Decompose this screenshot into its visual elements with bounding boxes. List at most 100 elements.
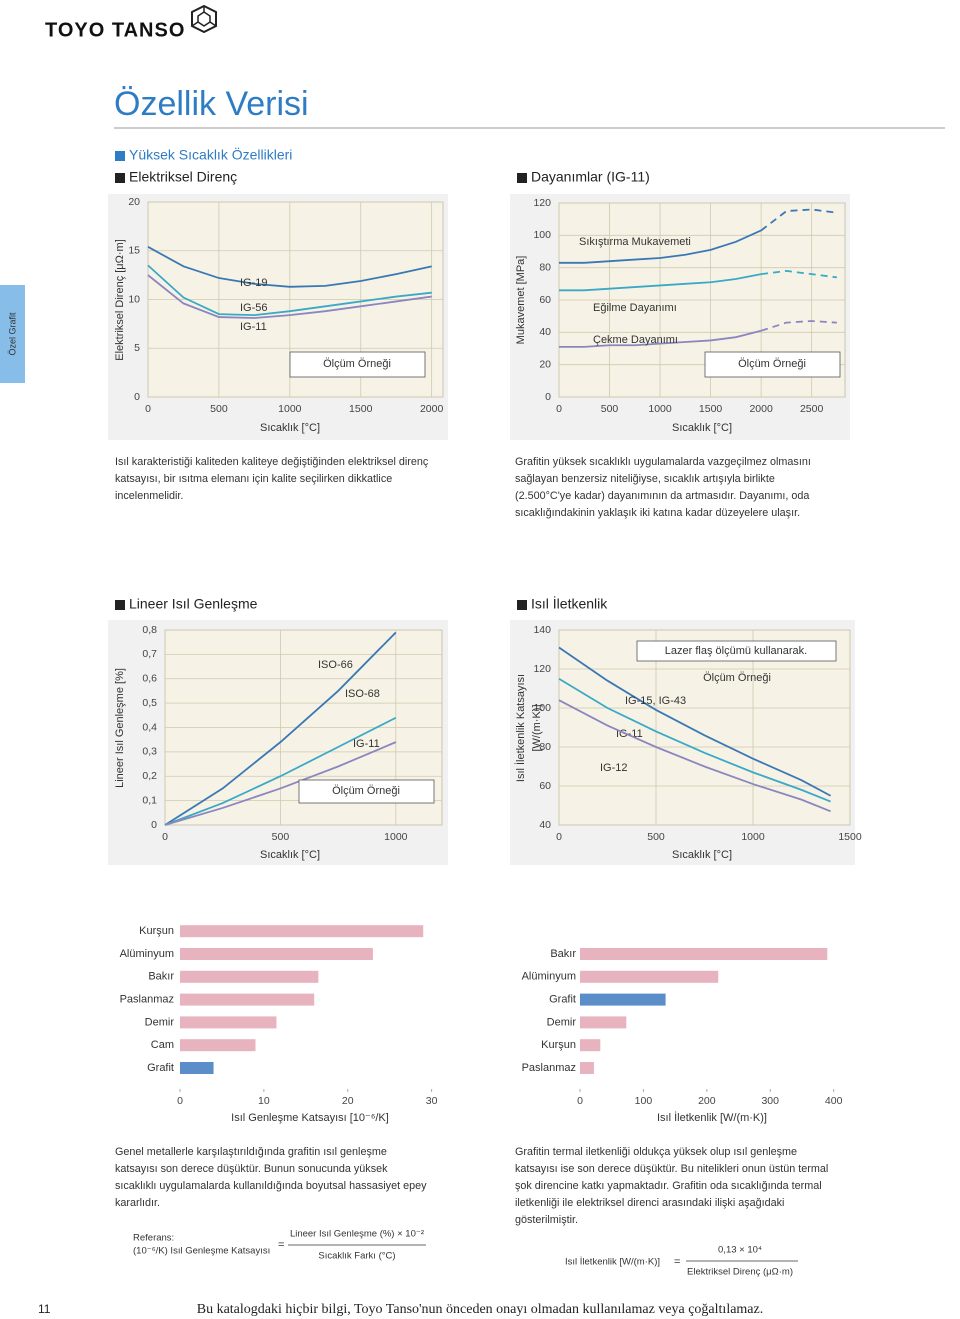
paragraph-line: sağlayan benzersiz niteliğiyse, sıcaklık…	[515, 473, 775, 485]
y-tick-label: 0,2	[142, 770, 157, 782]
title-marker	[517, 173, 527, 183]
bar	[580, 1039, 601, 1052]
y-tick-label: 80	[539, 741, 551, 753]
series-label: IG-56	[240, 302, 268, 314]
series-line	[559, 329, 762, 348]
x-tick-label: 1500	[838, 831, 862, 843]
series-line	[760, 208, 838, 232]
category-label: Bakır	[550, 948, 576, 960]
paragraph-line: (2.500°C'ye kadar) dayanımının da artmas…	[515, 490, 809, 502]
series-line	[558, 646, 832, 797]
bar	[180, 1039, 256, 1052]
x-tick-label: 0	[145, 403, 151, 415]
series-label: ISO-66	[318, 659, 353, 671]
formula-equals: =	[674, 1256, 680, 1268]
series-line	[147, 264, 432, 317]
y-tick-label: 0,8	[142, 624, 157, 636]
y-tick-label: 0	[134, 391, 140, 403]
y-tick-label: 0,1	[142, 794, 157, 806]
x-tick-label: 2500	[800, 403, 824, 415]
footer-notice: Bu katalogdaki hiçbir bilgi, Toyo Tanso'…	[197, 1302, 764, 1317]
category-label: Demir	[547, 1016, 577, 1028]
series-line	[761, 269, 838, 279]
x-axis-label: Isıl İletkenlik [W/(m·K)]	[657, 1111, 767, 1124]
y-tick-label: 20	[128, 196, 140, 208]
category-label: Grafit	[549, 994, 576, 1006]
category-label: Cam	[151, 1039, 174, 1051]
y-tick-label: 60	[539, 294, 551, 306]
y-tick-label: 40	[539, 819, 551, 831]
y-axis-label: Elektriksel Direnç [μΩ·m]	[114, 239, 126, 361]
section-marker	[115, 151, 125, 161]
y-tick-label: 20	[539, 358, 551, 370]
category-label: Bakır	[148, 971, 174, 983]
formula-denominator: Sıcaklık Farkı (°C)	[318, 1251, 395, 1262]
paragraph-line: iletkenliği ile elektriksel direnci aras…	[515, 1197, 784, 1209]
y-tick-label: 5	[134, 342, 140, 354]
chart-title: Elektriksel Direnç	[129, 169, 237, 185]
page-title: Özellik Verisi	[114, 85, 309, 123]
x-axis-label: Sıcaklık [°C]	[260, 422, 320, 434]
x-axis-label: Isıl Genleşme Katsayısı [10⁻⁶/K]	[231, 1112, 389, 1124]
y-tick-label: 0	[151, 819, 157, 831]
formula-label: Isıl İletkenlik [W/(m·K)]	[565, 1257, 660, 1268]
category-label: Alüminyum	[120, 948, 174, 960]
category-label: Kurşun	[139, 925, 174, 937]
series-label: IG-15, IG-43	[625, 695, 686, 707]
x-tick-label: 0	[556, 403, 562, 415]
section-title: Yüksek Sıcaklık Özellikleri	[129, 146, 292, 163]
annotation-box	[289, 351, 426, 378]
x-tick-label: 500	[601, 403, 619, 415]
x-tick-label: 100	[635, 1095, 653, 1107]
paragraph-line: sıcaklıklı uygulamalarda kullanıldığında…	[115, 1180, 427, 1192]
y-tick-label: 60	[539, 780, 551, 792]
y-tick-label: 0,7	[142, 648, 157, 660]
y-tick-label: 15	[128, 245, 140, 257]
paragraph-line: Grafitin termal iletkenliği oldukça yüks…	[515, 1146, 797, 1158]
series-label: ISO-68	[345, 688, 380, 700]
annotation: Ölçüm Örneği	[738, 358, 806, 370]
series-label: IG-11	[240, 321, 267, 333]
formula-numerator: 0,13 × 10⁴	[718, 1245, 762, 1256]
y-tick-label: 0,4	[142, 721, 157, 733]
category-label: Paslanmaz	[522, 1062, 576, 1074]
y-axis-label: Isıl İletkenlik Katsayısı	[514, 674, 527, 782]
x-axis-label: Sıcaklık [°C]	[672, 422, 732, 434]
y-tick-label: 120	[533, 197, 551, 209]
paragraph-line: Grafitin yüksek sıcaklıklı uygulamalarda…	[515, 456, 811, 468]
series-label: IG-19	[240, 277, 268, 289]
x-tick-label: 1000	[384, 831, 408, 843]
series-label: Çekme Dayanımı	[593, 334, 678, 346]
series-label: Eğilme Dayanımı	[593, 302, 677, 314]
paragraph-line: katsayısı son derece düşüktür. Bunun son…	[115, 1163, 388, 1175]
y-tick-label: 0,5	[142, 697, 157, 709]
category-label: Grafit	[147, 1062, 174, 1074]
series-line	[147, 246, 432, 288]
series-line	[164, 741, 397, 826]
x-tick-label: 0	[577, 1095, 583, 1107]
annotation-box	[298, 779, 435, 804]
page-number: 11	[38, 1302, 51, 1316]
formula-label: Referans:	[133, 1233, 174, 1244]
y-tick-label: 100	[533, 702, 551, 714]
x-tick-label: 1500	[349, 403, 373, 415]
x-tick-label: 20	[342, 1095, 354, 1107]
formula-denominator: Elektriksel Direnç (μΩ·m)	[687, 1267, 793, 1278]
x-tick-label: 0	[162, 831, 168, 843]
annotation-box	[704, 351, 841, 378]
brand: TOYO TANSO	[45, 19, 185, 41]
series-line	[558, 677, 831, 803]
annotation-box	[636, 640, 837, 662]
x-tick-label: 0	[556, 831, 562, 843]
x-tick-label: 2000	[749, 403, 773, 415]
paragraph-line: sıcaklığındakinin yaklaşık iki katına ka…	[515, 507, 800, 519]
chart-title: Lineer Isıl Genleşme	[129, 596, 258, 612]
bar	[180, 1062, 214, 1074]
formula-label: (10⁻⁶/K) Isıl Genleşme Katsayısı	[133, 1246, 270, 1257]
y-axis-label: Lineer Isıl Genleşme [%]	[114, 668, 126, 788]
bar	[580, 1016, 627, 1029]
x-tick-label: 1500	[699, 403, 723, 415]
series-label: IG-12	[600, 762, 628, 774]
x-axis-label: Sıcaklık [°C]	[260, 849, 320, 861]
title-marker	[115, 600, 125, 610]
